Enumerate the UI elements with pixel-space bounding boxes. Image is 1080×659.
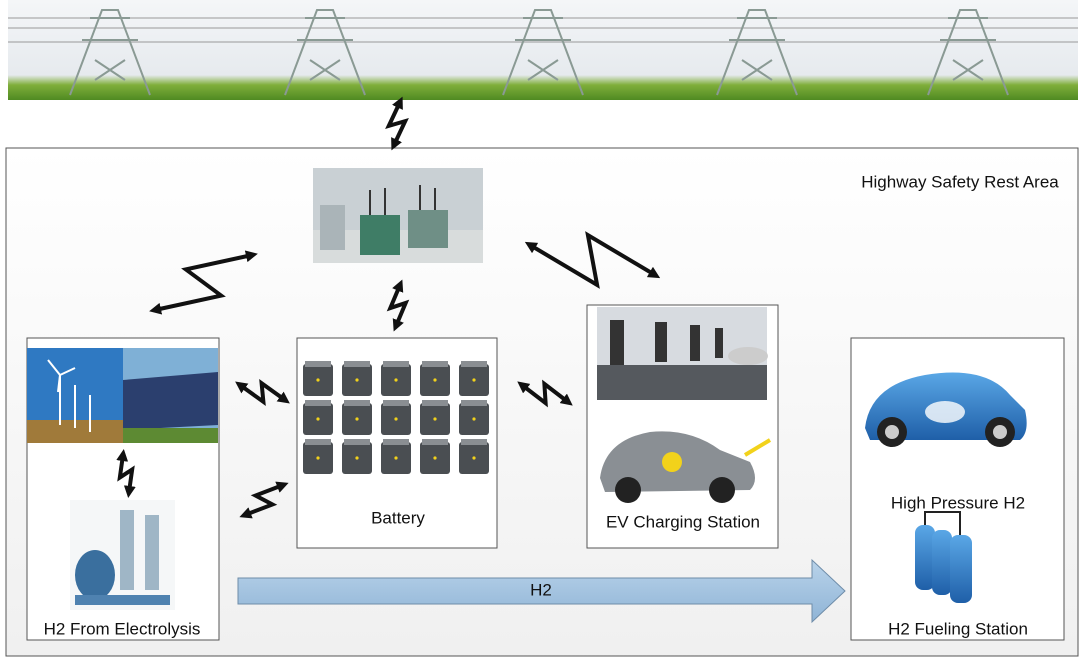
- battery-top: [344, 400, 370, 406]
- power-grid-image: [8, 0, 1078, 100]
- battery-image: [303, 361, 489, 474]
- node-label: EV Charging Station: [606, 512, 760, 531]
- battery-dot: [316, 417, 319, 420]
- battery-top: [344, 361, 370, 367]
- battery-top: [305, 439, 331, 445]
- battery-top: [383, 361, 409, 367]
- node-label: H2 From Electrolysis: [44, 619, 201, 638]
- battery-top: [461, 361, 487, 367]
- battery-dot: [355, 456, 358, 459]
- node-label: High Pressure H2: [891, 493, 1025, 512]
- flow-label: H2: [530, 580, 552, 599]
- battery-top: [422, 400, 448, 406]
- battery-dot: [316, 378, 319, 381]
- battery-top: [305, 400, 331, 406]
- node-label: H2 Fueling Station: [888, 619, 1028, 638]
- battery-top: [344, 439, 370, 445]
- substation-image: [313, 168, 483, 263]
- battery-dot: [316, 456, 319, 459]
- battery-top: [383, 400, 409, 406]
- battery-dot: [355, 378, 358, 381]
- battery-top: [383, 439, 409, 445]
- area-label: Highway Safety Rest Area: [861, 172, 1059, 191]
- electrolyzer-image: [70, 500, 175, 610]
- battery-top: [461, 400, 487, 406]
- battery-dot: [394, 417, 397, 420]
- renewables-image: [27, 348, 218, 443]
- lightning-link: [389, 102, 405, 145]
- diagram: Highway Safety Rest Area H2 From Electro…: [0, 0, 1080, 659]
- battery-dot: [355, 417, 358, 420]
- battery-top: [305, 361, 331, 367]
- battery-dot: [472, 378, 475, 381]
- battery-dot: [433, 417, 436, 420]
- battery-dot: [433, 378, 436, 381]
- battery-dot: [472, 456, 475, 459]
- battery-dot: [472, 417, 475, 420]
- battery-top: [422, 439, 448, 445]
- node-label: Battery: [371, 508, 425, 527]
- battery-dot: [394, 456, 397, 459]
- battery-top: [422, 361, 448, 367]
- chargers-image: [597, 307, 768, 400]
- battery-top: [461, 439, 487, 445]
- battery-dot: [394, 378, 397, 381]
- battery-dot: [433, 456, 436, 459]
